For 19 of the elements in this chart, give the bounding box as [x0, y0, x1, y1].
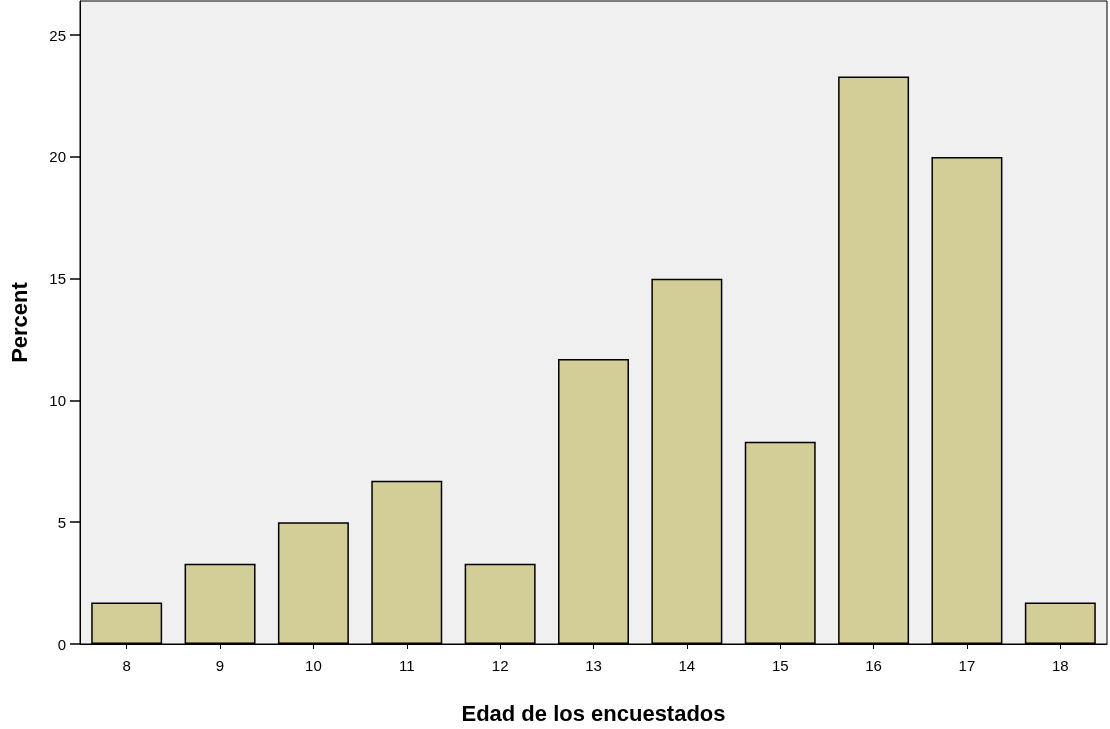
y-tick-label: 20 [49, 148, 66, 166]
x-tick-label: 8 [122, 657, 131, 674]
x-axis-title: Edad de los encuestados [461, 700, 726, 726]
x-tick-label: 13 [585, 657, 602, 674]
y-axis-title: Percent [6, 281, 32, 363]
x-tick-label: 12 [491, 657, 509, 674]
x-tick-label: 14 [678, 657, 696, 674]
y-tick-label: 5 [57, 513, 66, 531]
y-tick-label: 25 [49, 26, 66, 44]
x-tick-label: 18 [1051, 657, 1069, 674]
x-tick-label: 10 [305, 657, 322, 674]
x-tick-label: 9 [215, 657, 225, 674]
y-tick-label: 15 [49, 270, 66, 288]
x-tick-label: 15 [771, 657, 789, 674]
y-tick-label: 0 [57, 635, 66, 653]
x-tick-label: 16 [865, 657, 882, 674]
x-tick-label: 17 [958, 657, 976, 674]
y-tick-label: 10 [49, 391, 66, 409]
x-tick-label: 11 [398, 657, 415, 674]
